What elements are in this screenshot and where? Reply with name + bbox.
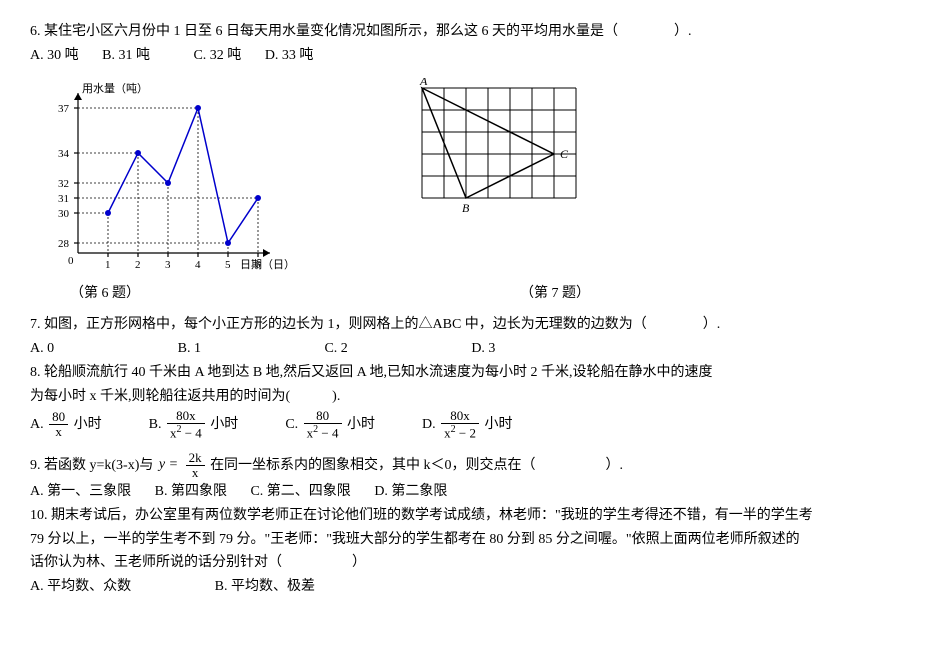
q6-optB: B. 31 吨 xyxy=(102,48,150,63)
q8-optD-label: D. xyxy=(422,417,436,432)
ylabel: 用水量（吨） xyxy=(82,82,148,95)
q8-fracC: 80 x2 − 4 xyxy=(304,409,342,441)
q7-optD: D. 3 xyxy=(471,341,495,356)
q10-optA: A. 平均数、众数 xyxy=(30,579,131,594)
svg-text:6: 6 xyxy=(255,259,261,271)
svg-text:1: 1 xyxy=(105,259,111,271)
svg-text:4: 4 xyxy=(195,259,201,271)
q10-optB: B. 平均数、极差 xyxy=(215,579,315,594)
q7-options: A. 0 B. 1 C. 2 D. 3 xyxy=(30,337,915,361)
q8-optC-label: C. xyxy=(285,417,298,432)
svg-text:37: 37 xyxy=(58,103,70,115)
q7-grid: A B C xyxy=(410,78,580,218)
q9-optC: C. 第二、四象限 xyxy=(250,484,350,499)
q8-unitB: 小时 xyxy=(210,417,238,432)
q8-unitA: 小时 xyxy=(74,417,102,432)
q9-optB: B. 第四象限 xyxy=(155,484,227,499)
q7-optB: B. 1 xyxy=(178,341,201,356)
svg-text:B: B xyxy=(462,201,470,215)
svg-text:3: 3 xyxy=(165,259,171,271)
q8-optB-label: B. xyxy=(149,417,162,432)
svg-text:32: 32 xyxy=(58,178,69,190)
q10-l3: 话你认为林、王老师所说的话分别针对（ ） xyxy=(30,551,915,575)
q7-optA: A. 0 xyxy=(30,341,54,356)
svg-text:2: 2 xyxy=(135,259,141,271)
q10-l1: 10. 期末考试后，办公室里有两位数学老师正在讨论他们班的数学考试成绩，林老师：… xyxy=(30,504,915,528)
q9-optA: A. 第一、三象限 xyxy=(30,484,131,499)
q8-fracA: 80 x xyxy=(49,410,68,440)
q7-optC: C. 2 xyxy=(324,341,347,356)
caption-7: （第 7 题） xyxy=(520,282,590,306)
q8-fracB: 80x x2 − 4 xyxy=(167,409,205,441)
svg-text:34: 34 xyxy=(58,148,70,160)
svg-text:31: 31 xyxy=(58,193,69,205)
svg-text:C: C xyxy=(560,147,569,161)
svg-text:5: 5 xyxy=(225,259,231,271)
q8-unitC: 小时 xyxy=(347,417,375,432)
q8-fracD: 80x x2 − 2 xyxy=(441,409,479,441)
q8-text1: 8. 轮船顺流航行 40 千米由 A 地到达 B 地,然后又返回 A 地,已知水… xyxy=(30,361,915,385)
q6-optC: C. 32 吨 xyxy=(193,48,241,63)
q6-optA: A. 30 吨 xyxy=(30,48,79,63)
q8-text2: 为每小时 x 千米,则轮船往返共用的时间为( ). xyxy=(30,385,915,409)
q8-optA-label: A. xyxy=(30,417,44,432)
svg-text:A: A xyxy=(419,78,428,88)
q6-chart: 用水量（吨） 日期（日） 0 283031323437 123456 xyxy=(30,78,290,278)
q8-options: A. 80 x 小时 B. 80x x2 − 4 小时 C. 80 x2 − 4… xyxy=(30,409,915,441)
svg-text:30: 30 xyxy=(58,208,70,220)
xlabel: 日期（日） xyxy=(240,258,290,271)
svg-text:0: 0 xyxy=(68,255,74,267)
q9-options: A. 第一、三象限 B. 第四象限 C. 第二、四象限 D. 第二象限 xyxy=(30,480,915,504)
caption-6: （第 6 题） xyxy=(70,282,140,306)
svg-text:28: 28 xyxy=(58,238,70,250)
q10-options: A. 平均数、众数 B. 平均数、极差 xyxy=(30,575,915,599)
q9-optD: D. 第二象限 xyxy=(374,484,447,499)
q9-text: 9. 若函数 y=k(3-x)与 y = 2k x 在同一坐标系内的图象相交，其… xyxy=(30,451,915,481)
q10-l2: 79 分以上，一半的学生考不到 79 分。"王老师："我班大部分的学生都考在 8… xyxy=(30,528,915,552)
q8-unitD: 小时 xyxy=(484,417,512,432)
q7-text: 7. 如图，正方形网格中，每个小正方形的边长为 1，则网格上的△ABC 中，边长… xyxy=(30,313,915,337)
q6-optD: D. 33 吨 xyxy=(265,48,314,63)
q9-frac: 2k x xyxy=(186,451,205,481)
q6-options: A. 30 吨 B. 31 吨 C. 32 吨 D. 33 吨 xyxy=(30,44,915,68)
q6-text: 6. 某住宅小区六月份中 1 日至 6 日每天用水量变化情况如图所示，那么这 6… xyxy=(30,20,915,44)
